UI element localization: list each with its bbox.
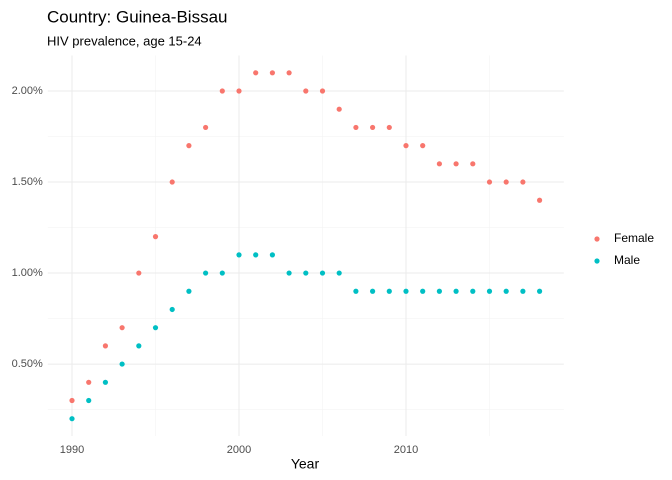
point [536,288,543,294]
point [102,343,109,349]
point [386,288,392,294]
point [286,270,292,276]
point [253,70,259,76]
point [369,288,376,294]
y-tick-label: 0.50% [12,358,43,370]
point [453,288,459,294]
point [236,88,242,94]
y-tick-label: 1.00% [12,267,43,279]
point [203,124,209,131]
point [420,143,426,149]
point [303,270,309,276]
point [486,179,493,185]
legend-marker [594,236,600,242]
legend-marker [594,258,600,264]
point [369,124,376,131]
point [119,325,125,331]
point [436,288,442,294]
point [269,252,276,258]
point [336,106,342,112]
point [136,270,142,276]
point [86,379,92,385]
point [536,197,543,203]
x-tick-label: 2010 [394,444,418,456]
point [470,288,476,294]
point [386,124,392,131]
point [169,179,175,185]
point [403,288,409,294]
point [503,179,509,185]
point [186,143,192,149]
point [253,252,259,258]
point [86,397,92,404]
point [353,288,359,294]
point [269,70,276,76]
point [470,161,476,167]
y-tick-label: 1.50% [12,176,43,188]
point [319,88,326,94]
point [319,270,326,276]
point [353,124,359,131]
point [236,252,242,258]
point [219,88,225,94]
legend-label: Male [614,253,640,267]
point [186,288,192,294]
point [503,288,509,294]
point [520,288,526,294]
chart-title: Country: Guinea-Bissau [47,7,227,26]
point [336,270,342,276]
point [203,270,209,276]
x-axis-title: Year [291,456,320,472]
point [436,161,442,167]
point [152,234,159,240]
point [69,416,75,422]
point [303,88,309,94]
point [136,343,142,349]
point [102,379,109,385]
point [486,288,493,294]
point [169,306,175,313]
point [69,397,75,404]
point [403,143,409,149]
point [119,361,125,367]
point [219,270,225,276]
x-tick-label: 1990 [60,444,84,456]
chart-subtitle: HIV prevalence, age 15-24 [47,33,202,48]
legend-label: Female [614,231,654,245]
point [286,70,292,76]
point [420,288,426,294]
point [453,161,459,167]
x-tick-label: 2000 [227,444,251,456]
point [520,179,526,185]
point [152,325,159,331]
y-tick-label: 2.00% [12,85,43,97]
